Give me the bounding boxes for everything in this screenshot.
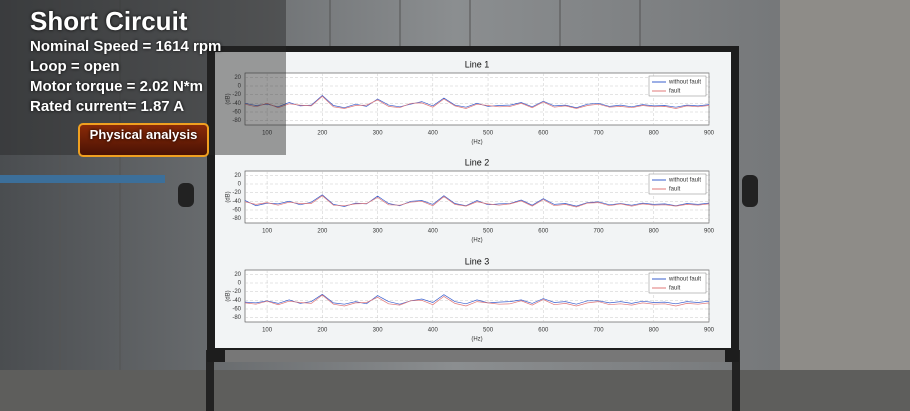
x-tick-label: 800 [649, 131, 660, 137]
plot-area [245, 270, 709, 322]
x-tick-label: 600 [538, 328, 549, 334]
x-tick-label: 200 [317, 131, 328, 137]
x-tick-label: 600 [538, 131, 549, 137]
x-tick-label: 300 [373, 131, 384, 137]
info-line: Rated current= 1.87 A [30, 98, 184, 115]
y-tick-label: 20 [234, 173, 241, 179]
legend-label: without fault [668, 178, 701, 184]
plot-area [245, 171, 709, 223]
x-axis-label: (Hz) [471, 238, 482, 244]
screen: Line 1 200 -20 -40 -60 -80 100 200 300 400 500 600 7… [0, 0, 910, 411]
y-axis-label: (dB) [226, 191, 232, 202]
title: Short Circuit [30, 6, 187, 37]
x-tick-label: 500 [483, 131, 494, 137]
board-knob [742, 175, 758, 207]
floor [0, 370, 910, 411]
x-tick-label: 800 [649, 229, 660, 235]
x-tick-label: 900 [704, 229, 715, 235]
info-line: Loop = open [30, 58, 120, 75]
legend-label: without fault [668, 277, 701, 283]
x-tick-label: 600 [538, 229, 549, 235]
wall-right [780, 0, 910, 411]
y-tick-label: -40 [232, 298, 241, 304]
x-tick-label: 300 [373, 328, 384, 334]
legend-label: fault [669, 187, 681, 193]
plot-area [245, 73, 709, 125]
y-tick-label: -20 [232, 190, 241, 196]
y-tick-label: -20 [232, 289, 241, 295]
x-tick-label: 800 [649, 328, 660, 334]
x-tick-label: 400 [428, 229, 439, 235]
x-tick-label: 100 [262, 328, 273, 334]
x-tick-label: 300 [373, 229, 384, 235]
blue-beam [0, 175, 165, 183]
chart-title: Line 2 [465, 157, 490, 167]
legend-label: fault [669, 89, 681, 95]
chart-title: Line 3 [465, 256, 490, 266]
x-tick-label: 500 [483, 229, 494, 235]
info-line: Motor torque = 2.02 N*m [30, 78, 203, 95]
physical-analysis-button[interactable]: Physical analysis [78, 123, 209, 157]
board-knob [178, 183, 194, 207]
x-tick-label: 200 [317, 328, 328, 334]
y-tick-label: -40 [232, 199, 241, 205]
chart-title: Line 1 [465, 59, 490, 69]
x-tick-label: 100 [262, 229, 273, 235]
x-tick-label: 700 [594, 328, 605, 334]
y-axis-label: (dB) [226, 290, 232, 301]
x-axis-label: (Hz) [471, 337, 482, 343]
x-axis-label: (Hz) [471, 140, 482, 146]
y-tick-label: -60 [232, 307, 241, 313]
charts: Line 1 200 -20 -40 -60 -80 100 200 300 400 500 600 7… [226, 59, 715, 342]
x-tick-label: 400 [428, 131, 439, 137]
legend-label: fault [669, 286, 681, 292]
scene: Line 1 200 -20 -40 -60 -80 100 200 300 400 500 600 7… [0, 0, 910, 411]
y-tick-label: -60 [232, 208, 241, 214]
x-tick-label: 400 [428, 328, 439, 334]
y-tick-label: -80 [232, 315, 241, 321]
x-tick-label: 900 [704, 131, 715, 137]
x-tick-label: 700 [594, 131, 605, 137]
x-tick-label: 500 [483, 328, 494, 334]
info-line: Nominal Speed = 1614 rpm [30, 38, 221, 55]
board-grill [225, 350, 725, 362]
x-tick-label: 700 [594, 229, 605, 235]
y-tick-label: -80 [232, 216, 241, 222]
y-tick-label: 20 [234, 272, 241, 278]
x-tick-label: 900 [704, 328, 715, 334]
legend-label: without fault [668, 80, 701, 86]
x-tick-label: 200 [317, 229, 328, 235]
